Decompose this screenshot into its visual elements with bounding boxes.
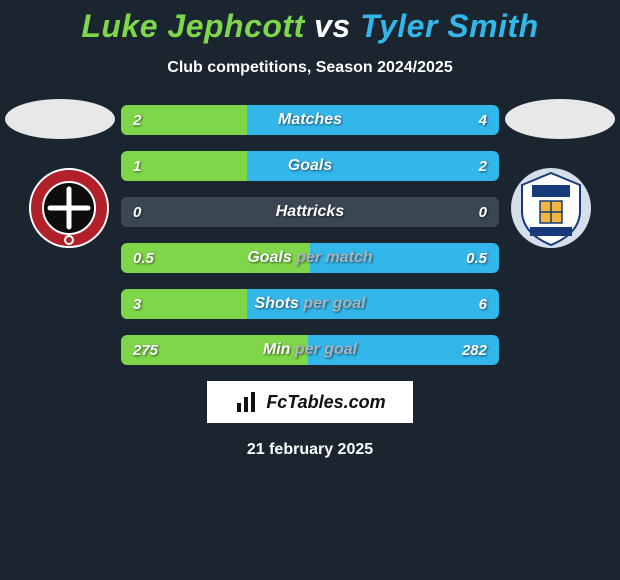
chart-icon [234, 389, 260, 415]
stat-row: Goals per match0.50.5 [121, 243, 499, 273]
stat-row: Shots per goal36 [121, 289, 499, 319]
bar-fill-right [247, 105, 499, 135]
player-a-name: Luke Jephcott [81, 8, 304, 44]
stat-value-right: 6 [479, 289, 487, 319]
title-block: Luke Jephcott vs Tyler Smith Club compet… [0, 0, 620, 77]
stat-value-left: 2 [133, 105, 141, 135]
stat-row: Goals12 [121, 151, 499, 181]
stat-bars: Matches24Goals12Hattricks00Goals per mat… [121, 105, 499, 365]
stat-value-right: 4 [479, 105, 487, 135]
stat-value-left: 3 [133, 289, 141, 319]
footer-date: 21 february 2025 [0, 441, 620, 459]
stat-row: Hattricks0 0 [121, 197, 499, 227]
subtitle: Club competitions, Season 2024/2025 [0, 59, 620, 77]
stat-row: Matches24 [121, 105, 499, 135]
player-b-name: Tyler Smith [360, 8, 539, 44]
club-badge-left [28, 167, 110, 249]
bar-fill-right [247, 289, 499, 319]
stat-value-left: 1 [133, 151, 141, 181]
player-a-photo [5, 99, 115, 139]
stat-value-right: 0 [479, 197, 487, 227]
stat-value-left: 275 [133, 335, 158, 365]
stat-value-right: 2 [479, 151, 487, 181]
brand-text: FcTables.com [266, 392, 385, 413]
comparison-area: Matches24Goals12Hattricks00Goals per mat… [0, 105, 620, 365]
club-badge-right [510, 167, 592, 249]
stat-value-left: 0.5 [133, 243, 154, 273]
stat-value-left: 0 [133, 197, 141, 227]
bar-fill-right [247, 151, 499, 181]
page-title: Luke Jephcott vs Tyler Smith [0, 8, 620, 45]
stat-value-right: 0.5 [466, 243, 487, 273]
stat-row: Min per goal275282 [121, 335, 499, 365]
vs-label: vs [314, 8, 351, 44]
barrow-afc-badge-icon [510, 167, 592, 249]
stat-value-right: 282 [462, 335, 487, 365]
truro-city-badge-icon [28, 167, 110, 249]
player-b-photo [505, 99, 615, 139]
stat-label: Hattricks [121, 197, 499, 227]
brand-badge: FcTables.com [207, 381, 413, 423]
